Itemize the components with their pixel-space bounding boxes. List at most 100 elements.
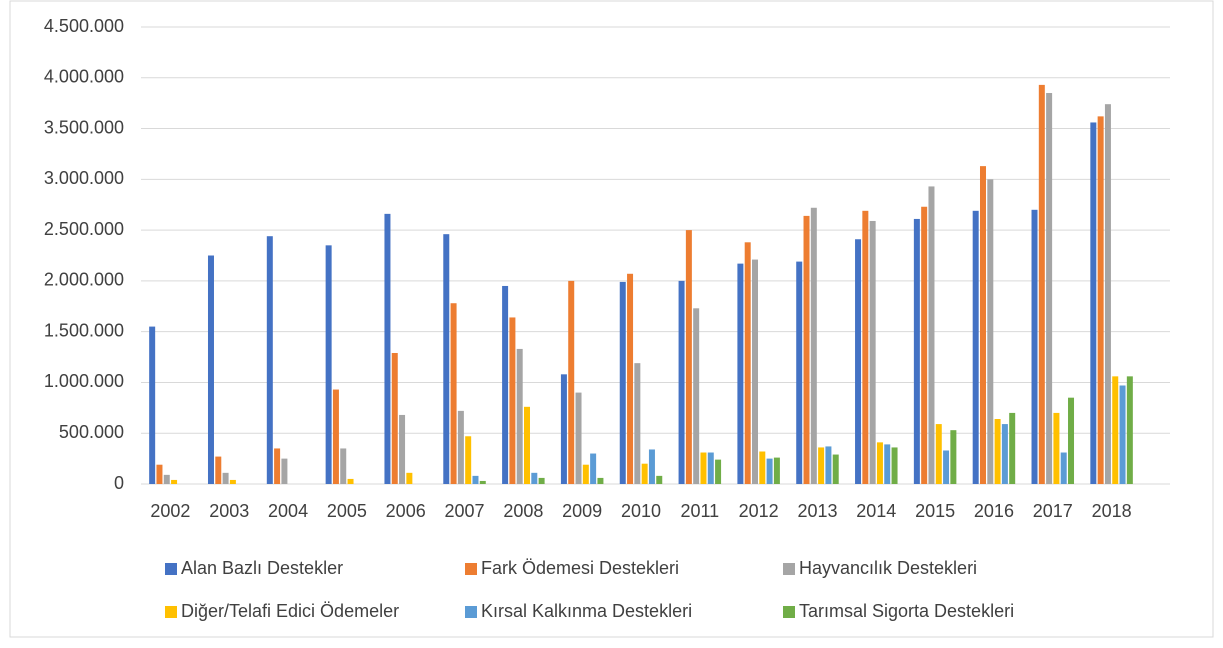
x-tick-label: 2003 xyxy=(209,501,249,521)
bar xyxy=(950,430,957,484)
bar xyxy=(737,263,744,484)
bar xyxy=(641,463,648,484)
bar xyxy=(332,389,339,484)
bar xyxy=(274,448,281,484)
bar xyxy=(855,239,862,484)
bar xyxy=(796,261,803,484)
bar xyxy=(862,210,869,484)
bar xyxy=(884,444,891,484)
legend-label: Diğer/Telafi Edici Ödemeler xyxy=(181,601,399,621)
bar xyxy=(766,458,773,484)
legend-label: Fark Ödemesi Destekleri xyxy=(481,558,679,578)
bar xyxy=(1126,376,1133,484)
bar xyxy=(979,166,986,484)
bar xyxy=(715,459,722,484)
x-tick-label: 2018 xyxy=(1092,501,1132,521)
bar xyxy=(391,352,398,484)
bar xyxy=(215,456,222,484)
bar xyxy=(568,280,575,484)
bar xyxy=(1053,412,1060,484)
y-tick-label: 2.000.000 xyxy=(44,270,124,290)
bar xyxy=(1104,104,1111,484)
bar xyxy=(1031,209,1038,485)
x-tick-label: 2012 xyxy=(739,501,779,521)
legend-label: Kırsal Kalkınma Destekleri xyxy=(481,601,692,621)
bar xyxy=(171,479,178,484)
bar xyxy=(759,451,766,484)
bar xyxy=(825,446,832,484)
bar xyxy=(935,424,942,484)
x-tick-label: 2016 xyxy=(974,501,1014,521)
bar xyxy=(972,210,979,484)
bar xyxy=(619,281,626,484)
bar xyxy=(582,464,589,484)
bar xyxy=(222,472,229,484)
y-tick-label: 0 xyxy=(114,473,124,493)
bar xyxy=(406,472,413,484)
bar xyxy=(163,474,170,484)
x-tick-label: 2009 xyxy=(562,501,602,521)
bar xyxy=(773,457,780,484)
x-tick-label: 2004 xyxy=(268,501,308,521)
bar xyxy=(560,374,567,484)
y-tick-label: 500.000 xyxy=(59,422,124,442)
legend-swatch xyxy=(783,606,795,618)
bar xyxy=(1060,452,1067,484)
bar xyxy=(340,448,347,484)
bar xyxy=(744,242,751,484)
bar xyxy=(472,475,479,484)
x-tick-label: 2013 xyxy=(797,501,837,521)
legend-swatch xyxy=(465,563,477,575)
y-tick-label: 4.500.000 xyxy=(44,16,124,36)
bar xyxy=(479,480,486,484)
legend-swatch xyxy=(165,606,177,618)
bar xyxy=(325,245,332,484)
x-tick-label: 2011 xyxy=(680,501,719,521)
bar xyxy=(648,449,655,484)
bar xyxy=(443,234,450,484)
bar xyxy=(281,458,288,484)
bar xyxy=(347,478,354,484)
bar xyxy=(678,280,685,484)
bar xyxy=(149,326,156,484)
bar xyxy=(502,285,509,484)
bar xyxy=(693,308,700,484)
bar xyxy=(928,186,935,485)
bar xyxy=(876,442,883,484)
bar xyxy=(1009,412,1016,484)
bar xyxy=(1068,397,1075,484)
bar xyxy=(509,317,516,484)
y-tick-label: 3.000.000 xyxy=(44,168,124,188)
legend-swatch xyxy=(465,606,477,618)
legend-label: Hayvancılık Destekleri xyxy=(799,558,977,578)
bar xyxy=(465,436,472,484)
x-tick-label: 2014 xyxy=(856,501,896,521)
bar xyxy=(891,447,898,484)
bar xyxy=(384,213,391,484)
x-tick-label: 2002 xyxy=(150,501,190,521)
bar xyxy=(921,206,928,484)
y-tick-label: 1.500.000 xyxy=(44,320,124,340)
bar xyxy=(751,259,758,484)
y-tick-label: 1.000.000 xyxy=(44,371,124,391)
bar xyxy=(1097,116,1104,484)
bar xyxy=(810,207,817,484)
x-tick-label: 2008 xyxy=(503,501,543,521)
bar xyxy=(987,179,994,485)
bar xyxy=(229,479,236,484)
bar xyxy=(913,218,920,484)
bar xyxy=(685,230,692,484)
bar xyxy=(943,450,950,484)
legend-label: Tarımsal Sigorta Destekleri xyxy=(799,601,1014,621)
bar xyxy=(266,236,273,484)
bar xyxy=(1046,93,1053,484)
bar xyxy=(707,452,714,484)
bar xyxy=(1119,385,1126,484)
bar xyxy=(516,348,523,484)
bar xyxy=(700,452,707,484)
bar xyxy=(994,419,1001,484)
bar xyxy=(1090,122,1097,484)
bar xyxy=(656,475,663,484)
x-tick-label: 2015 xyxy=(915,501,955,521)
